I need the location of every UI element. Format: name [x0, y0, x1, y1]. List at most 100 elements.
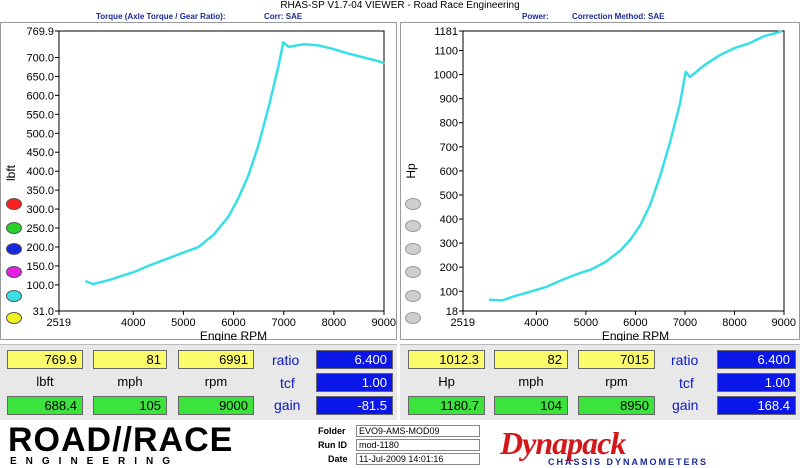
data-point: [733, 47, 736, 49]
data-point: [689, 76, 691, 78]
y-tick-label: 450.0: [26, 147, 54, 159]
data-point: [348, 53, 350, 55]
x-axis-label: Engine RPM: [200, 329, 267, 341]
power-gain-label: gain: [672, 397, 699, 413]
color-swatch-gray-1[interactable]: [405, 198, 421, 210]
power-ratio-label: ratio: [671, 352, 699, 368]
data-point: [748, 42, 750, 44]
data-point: [629, 238, 632, 241]
data-point: [704, 64, 706, 66]
data-point: [605, 261, 607, 263]
color-swatch-green[interactable]: [6, 222, 22, 234]
y-tick-label: 900: [440, 94, 458, 106]
data-point: [515, 294, 518, 297]
power-gain-field[interactable]: 168.4: [717, 396, 796, 415]
runid-field[interactable]: mod-1180: [356, 439, 480, 451]
torque-ratio-field[interactable]: 6.400: [316, 350, 393, 369]
power-corr: Correction Method: SAE: [572, 12, 665, 21]
x-tick-label: 7000: [673, 317, 697, 329]
x-tick-label: 4000: [524, 317, 548, 329]
x-tick-label: 9000: [772, 317, 796, 329]
folder-label: Folder: [318, 426, 346, 436]
torque-gain-field[interactable]: -81.5: [316, 396, 393, 415]
x-tick-label: 7000: [271, 317, 295, 329]
torque-mph-label: mph: [117, 374, 143, 389]
y-axis-label: lbft: [4, 164, 18, 181]
torque-tcf-label: tcf: [280, 375, 295, 391]
data-point: [488, 299, 490, 301]
data-point: [659, 175, 661, 177]
data-point: [530, 290, 533, 292]
power-rpm-label: rpm: [605, 374, 628, 389]
color-swatch-gray-3[interactable]: [405, 243, 421, 255]
x-tick-label: 8000: [722, 317, 746, 329]
dynapack-logo-sub: CHASSIS DYNAMOMETERS: [548, 457, 709, 467]
power-readout: 1012.3 82 7015 Hp mph rpm 1180.7 104 895…: [400, 344, 800, 420]
torque-unit-label: lbft: [36, 374, 54, 389]
color-swatch-blue[interactable]: [6, 243, 22, 255]
data-point: [197, 246, 200, 248]
data-point: [237, 197, 240, 199]
color-swatch-gray-2[interactable]: [405, 220, 421, 232]
data-point: [679, 102, 681, 105]
data-point: [383, 62, 385, 64]
data-point: [363, 56, 365, 59]
y-tick-label: 300: [440, 238, 458, 250]
data-point: [227, 216, 230, 218]
data-point: [147, 265, 149, 267]
folder-field[interactable]: EVO9-AMS-MOD09: [356, 425, 480, 437]
color-swatch-gray-4[interactable]: [405, 266, 421, 278]
plot-area: [462, 30, 785, 312]
power-cursor-mph: 104: [494, 396, 568, 415]
data-point: [132, 271, 134, 273]
data-point: [333, 48, 335, 50]
color-swatch-magenta[interactable]: [6, 266, 22, 278]
power-peak-mph: 82: [494, 350, 568, 369]
y-tick-label: 100.0: [26, 280, 54, 292]
x-axis-label: Engine RPM: [602, 329, 669, 341]
power-peak-value: 1012.3: [408, 350, 485, 369]
data-point: [649, 203, 651, 206]
data-point: [268, 106, 270, 108]
color-swatch-gray-6[interactable]: [405, 312, 421, 324]
power-ratio-field[interactable]: 6.400: [717, 350, 796, 369]
data-point: [318, 44, 320, 46]
data-point: [378, 60, 380, 62]
x-tick-label: 6000: [623, 317, 647, 329]
y-tick-label: 18: [446, 306, 458, 318]
y-tick-label: 500: [440, 190, 458, 202]
power-cursor-rpm: 8950: [578, 396, 655, 415]
app-title: RHAS-SP V1.7-04 VIEWER - Road Race Engin…: [280, 0, 520, 11]
data-point: [501, 299, 503, 302]
y-tick-label: 200: [440, 262, 458, 274]
y-tick-label: 1000: [434, 70, 458, 82]
torque-tcf-field[interactable]: 1.00: [316, 373, 393, 392]
y-tick-label: 1100: [434, 46, 458, 58]
y-tick-label: 31.0: [33, 306, 54, 318]
data-point: [282, 41, 284, 43]
data-point: [162, 259, 164, 261]
power-tcf-label: tcf: [679, 375, 694, 391]
power-chart: 1181 1100 1000 900 800 700 600 500 400 300 200 100 1…: [404, 26, 796, 343]
color-swatch-yellow[interactable]: [6, 312, 22, 324]
y-tick-label: 650.0: [26, 71, 54, 83]
power-tcf-field[interactable]: 1.00: [717, 373, 796, 392]
data-point: [258, 144, 260, 146]
color-swatch-gray-5[interactable]: [405, 290, 421, 302]
color-swatch-cyan[interactable]: [6, 290, 22, 302]
y-tick-label: 250.0: [26, 223, 54, 235]
y-tick-label: 1181: [434, 26, 458, 38]
x-tick-label: 2519: [451, 317, 475, 329]
color-swatch-red[interactable]: [6, 198, 22, 210]
data-point: [619, 249, 622, 251]
road-race-logo-sub: ENGINEERING: [10, 456, 180, 467]
y-tick-label: 700.0: [26, 52, 54, 64]
y-tick-label: 600: [440, 166, 458, 178]
x-tick-label: 5000: [171, 317, 195, 329]
power-mph-label: mph: [518, 374, 544, 389]
data-point: [719, 54, 721, 56]
date-label: Date: [328, 454, 348, 464]
y-tick-label: 400: [440, 214, 458, 226]
x-tick-label: 9000: [372, 317, 396, 329]
data-point: [545, 286, 547, 288]
